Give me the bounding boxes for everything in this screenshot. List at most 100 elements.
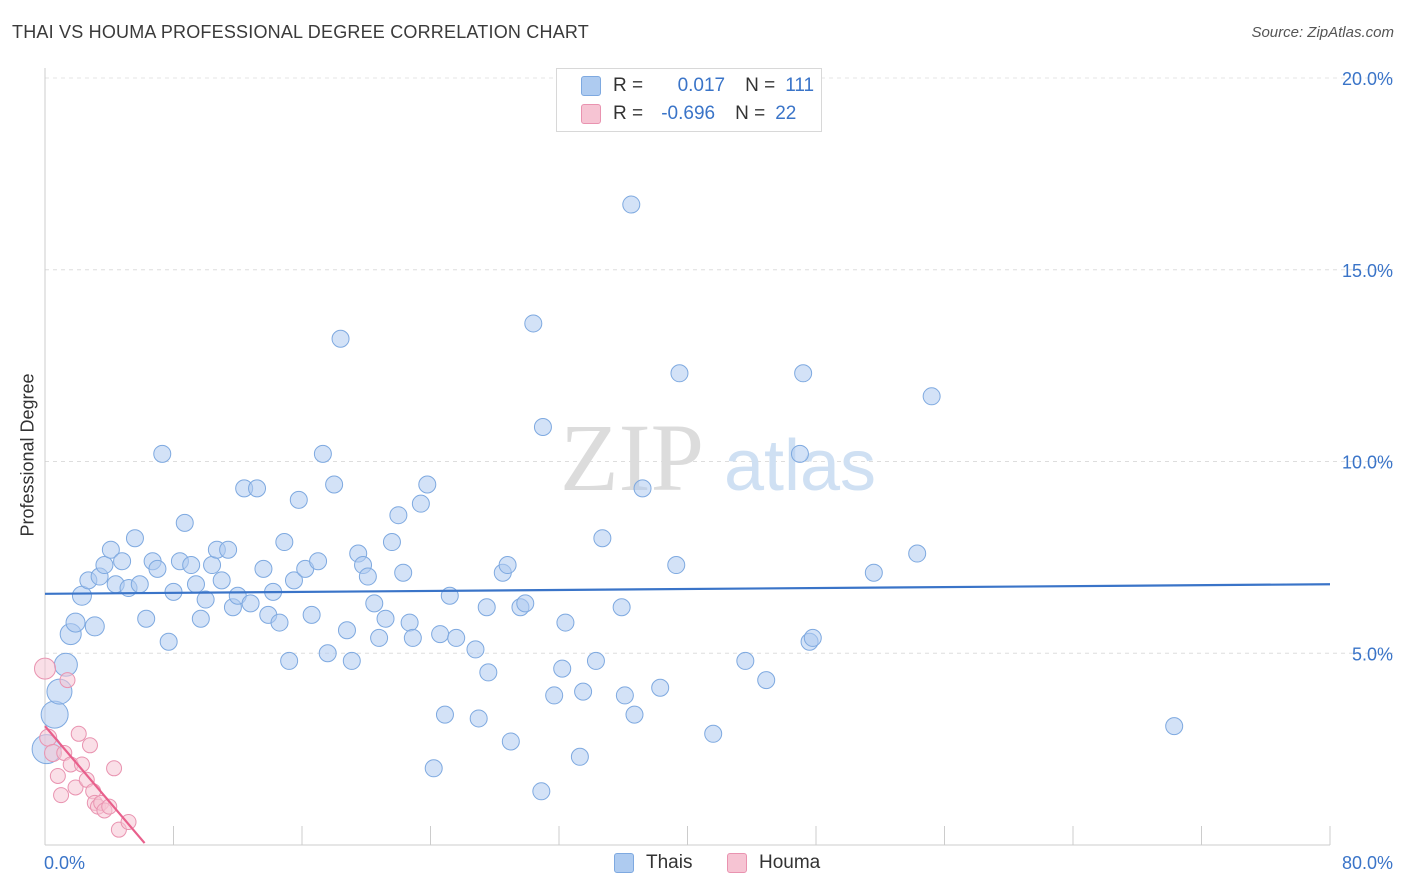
thais-point: [501, 732, 520, 751]
grid-lines: [45, 77, 1395, 654]
houma-point: [81, 737, 98, 754]
thais-point: [40, 700, 69, 729]
thais-point: [622, 195, 641, 214]
thais-point: [325, 475, 344, 494]
legend-row-houma: R = -0.696 N = 22: [581, 101, 796, 127]
thais-point: [424, 759, 443, 778]
houma-point: [106, 760, 123, 777]
legend-r-value: 0.017: [677, 75, 726, 96]
thais-point: [101, 540, 120, 559]
thais-point: [790, 444, 809, 463]
houma-point: [67, 779, 84, 796]
thais-point: [302, 605, 321, 624]
houma-point: [73, 756, 90, 773]
thais-point: [219, 540, 238, 559]
thais-point: [394, 563, 413, 582]
thais-point: [275, 533, 294, 552]
thais-point: [313, 444, 332, 463]
thais-point: [342, 651, 361, 670]
thais-point: [365, 594, 384, 613]
houma-point: [49, 767, 66, 784]
legend-n-value: 111: [785, 75, 815, 96]
thais-point: [191, 609, 210, 628]
legend-swatch-thais: [581, 76, 601, 96]
thais-point: [212, 571, 231, 590]
thais-point: [248, 479, 267, 498]
thais-point: [524, 314, 543, 333]
thais-point: [203, 556, 222, 575]
thais-point: [625, 705, 644, 724]
thais-point: [159, 632, 178, 651]
thais-point: [803, 628, 822, 647]
thais-point: [794, 364, 813, 383]
legend-n-label: N =: [745, 75, 776, 96]
thais-point: [196, 590, 215, 609]
thais-point: [148, 559, 167, 578]
houma-point: [34, 657, 56, 680]
legend-row-thais: R = 0.017 N = 111: [581, 73, 814, 99]
thais-point: [153, 444, 172, 463]
thais-point: [667, 556, 686, 575]
thais-point: [389, 506, 408, 525]
legend-r-label: R =: [613, 103, 644, 124]
thais-point: [1165, 717, 1184, 736]
legend-n-label: N =: [735, 103, 766, 124]
legend-n-value: 22: [775, 103, 797, 124]
thais-point: [570, 747, 589, 766]
thais-point: [125, 529, 144, 548]
thais-point: [466, 640, 485, 659]
thais-point: [382, 533, 401, 552]
thais-point: [533, 417, 552, 436]
thais-point: [477, 598, 496, 617]
series-label-thais: Thais: [646, 852, 693, 873]
thais-point: [704, 724, 723, 743]
thais-point: [241, 594, 260, 613]
x-tick-label: 80.0%: [1342, 853, 1393, 873]
thais-point: [908, 544, 927, 563]
stats-legend: R = 0.017 N = 111 R = -0.696 N = 22: [556, 68, 822, 132]
thais-point: [736, 651, 755, 670]
watermark-zip: ZIP: [560, 404, 704, 511]
thais-point: [586, 651, 605, 670]
thais-point: [615, 686, 634, 705]
legend-r-label: R =: [613, 75, 644, 96]
y-tick-labels: 5.0% 10.0% 15.0% 20.0%: [1342, 69, 1393, 664]
thais-point: [545, 686, 564, 705]
y-tick-label: 15.0%: [1342, 261, 1393, 281]
thais-point: [574, 682, 593, 701]
thais-point: [651, 678, 670, 697]
x-tick-labels: 0.0% 80.0%: [44, 853, 1393, 873]
houma-point: [101, 798, 118, 815]
thais-point: [612, 598, 631, 617]
thais-point: [270, 613, 289, 632]
thais-point: [479, 663, 498, 682]
thais-point: [186, 575, 205, 594]
thais-point: [469, 709, 488, 728]
thais-point: [556, 613, 575, 632]
thais-point: [175, 513, 194, 532]
series-legend-thais: Thais: [614, 852, 692, 874]
y-tick-label: 20.0%: [1342, 69, 1393, 89]
thais-point: [498, 556, 517, 575]
axes: [44, 68, 1331, 846]
houma-point: [70, 725, 87, 742]
thais-point: [309, 552, 328, 571]
thais-point: [670, 364, 689, 383]
y-tick-label: 5.0%: [1352, 644, 1393, 664]
thais-point: [331, 329, 350, 348]
thais-point: [137, 609, 156, 628]
thais-point: [370, 628, 389, 647]
thais-trend-line: [44, 583, 1331, 595]
y-axis-label: Professional Degree: [17, 373, 38, 537]
thais-point: [403, 628, 422, 647]
thais-point: [593, 529, 612, 548]
chart-title: THAI VS HOUMA PROFESSIONAL DEGREE CORREL…: [12, 22, 589, 42]
thais-point: [318, 644, 337, 663]
houma-point: [53, 787, 70, 804]
thais-point: [284, 571, 303, 590]
y-tick-label: 10.0%: [1342, 453, 1393, 473]
series-legend-houma: Houma: [727, 852, 820, 874]
houma-trend-line: [44, 725, 146, 844]
thais-point: [95, 556, 114, 575]
series-swatch-houma: [727, 853, 747, 873]
